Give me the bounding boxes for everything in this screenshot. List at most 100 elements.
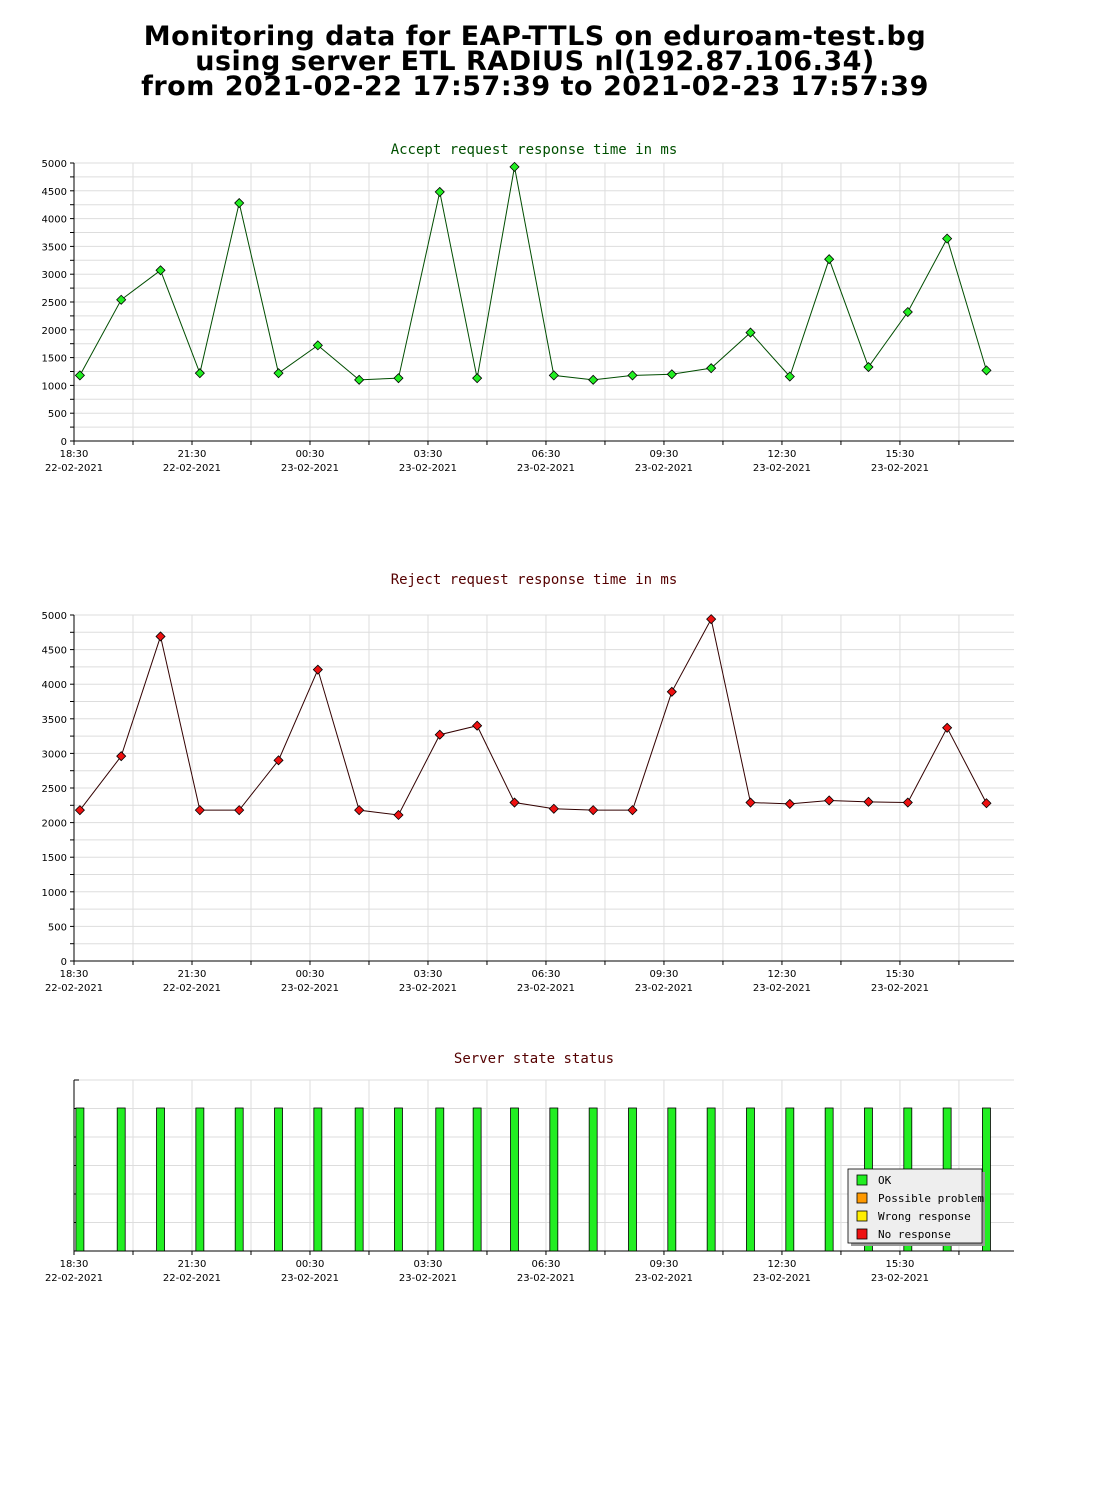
x-tick-label-time: 18:30: [60, 1259, 89, 1270]
x-tick-label-date: 23-02-2021: [399, 463, 457, 474]
data-point: [784, 371, 795, 382]
data-point: [116, 294, 127, 305]
data-point: [472, 720, 483, 731]
legend-swatch: [856, 1174, 868, 1186]
y-tick-label: 3500: [42, 242, 67, 253]
legend-label: Possible problem: [878, 1192, 984, 1205]
x-tick-label-date: 23-02-2021: [635, 463, 693, 474]
y-tick-label: 3500: [42, 715, 67, 726]
data-point: [863, 796, 874, 807]
data-point: [902, 306, 913, 318]
x-tick-label-time: 18:30: [60, 969, 89, 980]
status-bar: [156, 1107, 165, 1252]
x-tick-label-date: 23-02-2021: [517, 1273, 575, 1284]
x-tick-label-date: 22-02-2021: [163, 1273, 221, 1284]
status-bar: [628, 1107, 637, 1252]
data-point: [393, 373, 404, 384]
y-tick-label: 4500: [42, 646, 67, 657]
data-point: [434, 729, 445, 740]
data-point: [548, 803, 559, 814]
status-bar: [667, 1107, 677, 1252]
data-point: [116, 751, 127, 762]
status-bar: [354, 1107, 364, 1252]
x-tick-label-date: 23-02-2021: [281, 463, 339, 474]
x-tick-label-date: 23-02-2021: [753, 463, 811, 474]
status-bar: [706, 1107, 716, 1252]
data-point: [354, 374, 365, 385]
y-tick-label: 4000: [42, 215, 67, 226]
data-point: [784, 798, 795, 809]
data-point: [745, 797, 756, 808]
data-point: [194, 368, 205, 379]
page-title: Monitoring data for EAP-TTLS on eduroam-…: [0, 21, 1070, 100]
data-point: [74, 370, 85, 381]
x-tick-label-date: 23-02-2021: [399, 983, 457, 994]
x-tick-label-date: 23-02-2021: [281, 983, 339, 994]
data-point: [706, 363, 717, 374]
x-tick-label-time: 15:30: [886, 969, 915, 980]
title-line-2: using server ETL RADIUS nl(192.87.106.34…: [195, 46, 875, 77]
status-bar: [75, 1107, 85, 1252]
y-tick-label: 1000: [42, 381, 67, 392]
x-tick-label-time: 09:30: [650, 449, 679, 460]
accept-chart-title: Accept request response time in ms: [391, 142, 678, 158]
series-line: [79, 166, 987, 381]
title-line-1: Monitoring data for EAP-TTLS on eduroam-…: [143, 21, 927, 52]
server-status-chart: 18:30 22-02-2021 21:30 22-02-2021 00:30 23-02…: [45, 1079, 1014, 1284]
x-tick-label-time: 09:30: [650, 969, 679, 980]
legend-label: Wrong response: [878, 1210, 971, 1223]
x-tick-label-time: 09:30: [650, 1259, 679, 1270]
data-point: [434, 186, 445, 197]
series-line: [79, 617, 987, 816]
data-point: [472, 373, 483, 384]
x-tick-label-date: 23-02-2021: [517, 983, 575, 994]
x-tick-label-time: 15:30: [886, 449, 915, 460]
status-bar: [274, 1107, 283, 1252]
status-bar: [510, 1107, 519, 1252]
y-tick-label: 5000: [42, 611, 67, 622]
y-tick-label: 2000: [42, 326, 67, 337]
y-tick-label: 500: [48, 922, 67, 933]
data-point: [155, 265, 166, 276]
status-bar: [785, 1107, 795, 1252]
x-tick-label-time: 12:30: [768, 1259, 797, 1270]
data-point: [312, 664, 323, 675]
status-chart-title: Server state status: [454, 1051, 614, 1067]
x-tick-label-date: 23-02-2021: [635, 1273, 693, 1284]
x-tick-label-time: 00:30: [296, 449, 325, 460]
data-point: [745, 327, 756, 338]
y-tick-label: 1000: [42, 888, 67, 899]
x-tick-label-date: 23-02-2021: [517, 463, 575, 474]
data-point: [155, 631, 166, 642]
reject-chart-title: Reject request response time in ms: [391, 572, 678, 588]
data-point: [942, 722, 953, 733]
data-point: [666, 686, 677, 697]
legend-swatch: [856, 1228, 868, 1240]
x-tick-label-date: 22-02-2021: [45, 1273, 103, 1284]
y-tick-label: 2000: [42, 819, 67, 830]
x-tick-label-time: 21:30: [178, 1259, 207, 1270]
data-point: [74, 805, 85, 816]
status-bar: [116, 1107, 126, 1252]
data-point: [588, 374, 599, 385]
status-bar: [195, 1107, 205, 1252]
x-tick-label-time: 00:30: [296, 969, 325, 980]
data-point: [393, 809, 404, 821]
x-tick-label-date: 22-02-2021: [45, 983, 103, 994]
x-tick-label-time: 06:30: [532, 1259, 561, 1270]
y-tick-label: 1500: [42, 853, 67, 864]
x-tick-label-time: 06:30: [532, 969, 561, 980]
y-tick-label: 2500: [42, 784, 67, 795]
x-tick-label-date: 23-02-2021: [871, 1273, 929, 1284]
y-tick-label: 3000: [42, 749, 67, 760]
legend-swatch: [856, 1210, 868, 1222]
y-tick-label: 3000: [42, 270, 67, 281]
data-point: [234, 805, 245, 816]
data-point: [194, 805, 205, 816]
x-tick-label-time: 03:30: [414, 1259, 443, 1270]
x-tick-label-date: 23-02-2021: [753, 983, 811, 994]
data-point: [902, 797, 913, 808]
data-point: [863, 361, 874, 373]
x-tick-label-time: 12:30: [768, 969, 797, 980]
x-tick-label-date: 22-02-2021: [45, 463, 103, 474]
